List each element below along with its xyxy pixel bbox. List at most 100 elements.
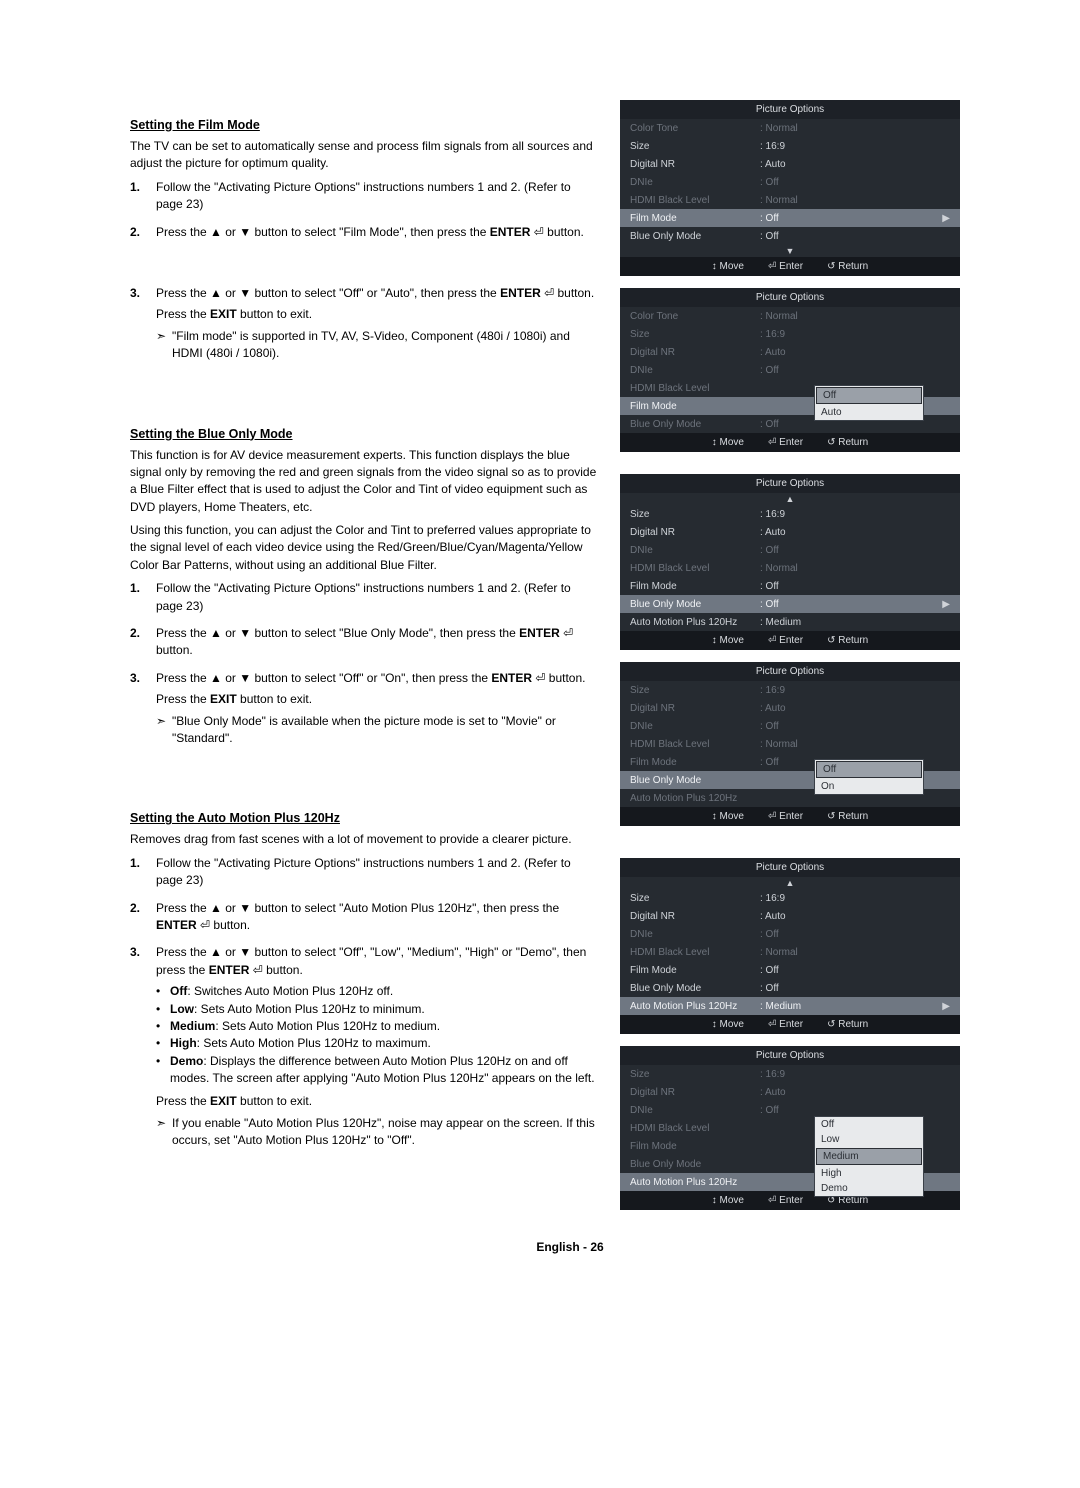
menu-row-label: Size [630,1069,760,1080]
step-text: Press the ▲ or ▼ button to select "Blue … [156,625,600,660]
menu-row-label: HDMI Black Level [630,739,760,750]
step-number: 2. [130,224,156,245]
menu-row-label: Size [630,509,760,520]
manual-text-column: Setting the Film Mode The TV can be set … [130,100,600,1210]
menu-row-label: Film Mode [630,757,760,768]
menu-row-value: : Normal [760,739,950,750]
menu-header: Picture Options [620,662,960,681]
menu-row-value: : Normal [760,947,950,958]
menu-row-value: : 16:9 [760,1069,950,1080]
menu-row-label: Film Mode [630,1141,760,1152]
note: ➣ "Blue Only Mode" is available when the… [156,713,600,748]
step-number: 3. [130,670,156,748]
menu-row-label: Digital NR [630,1087,760,1098]
step-number: 3. [130,944,156,1149]
menu-row: Blue Only Mode: Off▶ [620,595,960,613]
menu-row-value: : Off [760,365,950,376]
bar-move: ↕ Move [712,261,744,272]
menu-action-bar: ↕ Move⏎ Enter↺ Return [620,257,960,276]
popup-option: Off [815,1117,923,1132]
menu-row-label: Blue Only Mode [630,419,760,430]
popup-option: Medium [816,1148,922,1165]
bar-move: ↕ Move [712,811,744,822]
bar-return: ↺ Return [827,261,868,272]
menu-row-label: Size [630,141,760,152]
intro-blue-only-1: This function is for AV device measureme… [130,447,600,517]
bar-return: ↺ Return [827,437,868,448]
menu-row-label: Film Mode [630,213,760,224]
menu-row-label: HDMI Black Level [630,563,760,574]
menu-row: Size: 16:9 [620,137,960,155]
section-title-blue-only: Setting the Blue Only Mode [130,427,600,441]
menu-row-label: DNIe [630,177,760,188]
menu-row-value: : Off [760,231,950,242]
menu-row: HDMI Black Level: Normal [620,559,960,577]
bullet-item: •Off: Switches Auto Motion Plus 120Hz of… [156,983,600,1000]
step-number: 1. [130,179,156,218]
menu-row-label: Blue Only Mode [630,1159,760,1170]
intro-auto-motion: Removes drag from fast scenes with a lot… [130,831,600,848]
menu-row-label: Auto Motion Plus 120Hz [630,793,760,804]
menu-row: Digital NR: Auto [620,343,960,361]
bar-move: ↕ Move [712,1019,744,1030]
popup-menu: OffOn [814,759,924,795]
menu-row-value: : 16:9 [760,893,950,904]
menu-row-value: : 16:9 [760,509,950,520]
step-text: Follow the "Activating Picture Options" … [156,855,600,890]
menu-row-value: : 16:9 [760,141,950,152]
step-text: Press the ▲ or ▼ button to select "Off" … [156,670,600,687]
popup-option: High [815,1166,923,1181]
menu-action-bar: ↕ Move⏎ Enter↺ Return [620,433,960,452]
exit-text: Press the EXIT button to exit. [156,1093,600,1110]
menu-row-value: : Normal [760,195,950,206]
menu-row-label: DNIe [630,929,760,940]
menu-row: Auto Motion Plus 120Hz: Medium▶ [620,997,960,1015]
menu-row-label: HDMI Black Level [630,947,760,958]
menu-row-label: Color Tone [630,311,760,322]
menu-row-value: : Medium [760,617,950,628]
menu-row: DNIe: Off [620,173,960,191]
menu-row: HDMI Black Level: Normal [620,191,960,209]
tv-menu-screenshot: Picture Options▲Size: 16:9Digital NR: Au… [620,858,960,1034]
menu-row-label: DNIe [630,545,760,556]
menu-row: DNIe: Off [620,717,960,735]
triangle-right-icon: ▶ [940,599,950,610]
step-text: Press the ▲ or ▼ button to select "Off",… [156,944,600,979]
menu-row: DNIe: Off [620,925,960,943]
popup-option: Off [816,387,922,404]
popup-menu: OffAuto [814,385,924,421]
menu-row-label: Film Mode [630,581,760,592]
menu-row-label: DNIe [630,1105,760,1116]
menu-row-label: Digital NR [630,527,760,538]
popup-option: Low [815,1132,923,1147]
menu-row-value: : Auto [760,347,950,358]
menu-row-label: Blue Only Mode [630,599,760,610]
menu-row-label: DNIe [630,365,760,376]
menu-row-label: Film Mode [630,401,760,412]
tv-menu-screenshot: Picture OptionsColor Tone: NormalSize: 1… [620,288,960,452]
tv-menu-screenshot: Picture OptionsColor Tone: NormalSize: 1… [620,100,960,276]
step-number: 2. [130,625,156,664]
step-text: Press the ▲ or ▼ button to select "Film … [156,224,600,241]
menu-row-value: : Off [760,1105,950,1116]
note-arrow-icon: ➣ [156,1115,172,1150]
step-number: 3. [130,285,156,363]
menu-row: Blue Only Mode: Off [620,979,960,997]
scroll-up-icon: ▲ [620,877,960,889]
menu-row-label: Auto Motion Plus 120Hz [630,1001,760,1012]
menu-row: Size: 16:9 [620,889,960,907]
menu-row-value: : Auto [760,703,950,714]
menu-row: HDMI Black Level: Normal [620,735,960,753]
menu-row-label: HDMI Black Level [630,1123,760,1134]
menu-row: Film Mode: Off▶ [620,209,960,227]
menu-row-value: : Auto [760,159,950,170]
page-footer: English - 26 [130,1240,1010,1254]
step-number: 1. [130,580,156,619]
triangle-right-icon: ▶ [940,1001,950,1012]
menu-row-label: Blue Only Mode [630,231,760,242]
menu-screenshots-column: Picture OptionsColor Tone: NormalSize: 1… [620,100,960,1210]
menu-row-value: : Medium [760,1001,940,1012]
note-arrow-icon: ➣ [156,713,172,748]
menu-row-value: : Off [760,177,950,188]
menu-row: Digital NR: Auto [620,155,960,173]
